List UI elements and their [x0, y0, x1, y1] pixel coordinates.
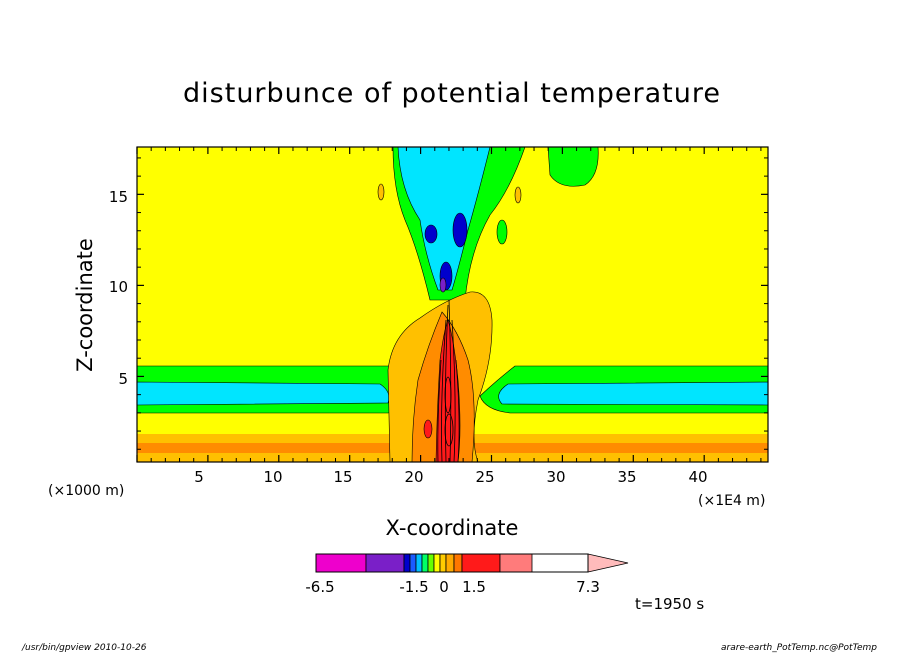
- x-tick-label-5: 5: [194, 468, 204, 486]
- colorbar-swatch: [409, 553, 417, 573]
- x-tick-label-10: 10: [263, 468, 282, 486]
- x-axis-label: X-coordinate: [386, 516, 519, 540]
- chart-title: disturbunce of potential temperature: [183, 78, 721, 109]
- colorbar-swatch: [439, 553, 447, 573]
- colorbar-swatch: [427, 553, 435, 573]
- colorbar-swatch: [461, 553, 501, 573]
- y-tick-label-15: 15: [109, 188, 128, 206]
- y-tick-label-10: 10: [109, 278, 128, 296]
- warm-core-contour-lines: [437, 299, 460, 462]
- colorbar-swatch: [453, 553, 463, 573]
- y-tick-label-5: 5: [118, 370, 128, 388]
- x-unit-label: (×1000 m): [48, 483, 124, 499]
- colorbar: [315, 553, 629, 573]
- x-tick-label-20: 20: [404, 468, 423, 486]
- colorbar-frame: [315, 553, 589, 573]
- colorbar-label-neg: -1.5: [399, 578, 428, 596]
- x-tick-label-30: 30: [546, 468, 565, 486]
- colorbar-label-max: 7.3: [576, 578, 600, 596]
- warm-core-spot: [423, 419, 433, 439]
- colorbar-label-zero: 0: [439, 578, 449, 596]
- cold-core-1: [424, 224, 438, 244]
- colorbar-swatch: [421, 553, 429, 573]
- x-tick-label-15: 15: [333, 468, 352, 486]
- cold-core-2: [452, 212, 468, 248]
- colorbar-swatch: [415, 553, 423, 573]
- major-ticks: [136, 147, 768, 462]
- footer-right: arare-earth_PotTemp.nc@PotTemp: [721, 643, 877, 653]
- colorbar-swatch: [315, 553, 367, 573]
- x-tick-label-25: 25: [475, 468, 494, 486]
- minor-ticks: [137, 147, 768, 462]
- colorbar-swatch: [445, 553, 455, 573]
- cold-layer-left-inner: [137, 381, 390, 406]
- time-label: t=1950 s: [635, 595, 704, 613]
- cold-core-4: [439, 277, 447, 293]
- x-tick-label-40: 40: [688, 468, 707, 486]
- contour-field: [137, 147, 768, 462]
- y-axis-label: Z-coordinate: [73, 238, 97, 372]
- cold-plume-inner: [397, 147, 491, 291]
- cold-blob-side: [496, 219, 508, 245]
- colorbar-label-pos: 1.5: [462, 578, 486, 596]
- colorbar-swatch: [403, 553, 411, 573]
- warm-blob-1: [377, 183, 385, 201]
- colorbar-swatch: [365, 553, 405, 573]
- colorbar-swatch: [499, 553, 533, 573]
- warm-blob-2: [514, 186, 522, 204]
- colorbar-swatch: [433, 553, 441, 573]
- cold-layer-right-inner: [498, 381, 768, 406]
- footer-left: /usr/bin/gpview 2010-10-26: [21, 643, 147, 653]
- cold-patch-top-right: [547, 147, 599, 187]
- x-tick-label-35: 35: [617, 468, 636, 486]
- x-axis-unit-label: (×1E4 m): [698, 493, 765, 509]
- colorbar-arrow: [587, 553, 629, 573]
- plot-frame: [136, 146, 769, 463]
- colorbar-label-min: -6.5: [305, 578, 334, 596]
